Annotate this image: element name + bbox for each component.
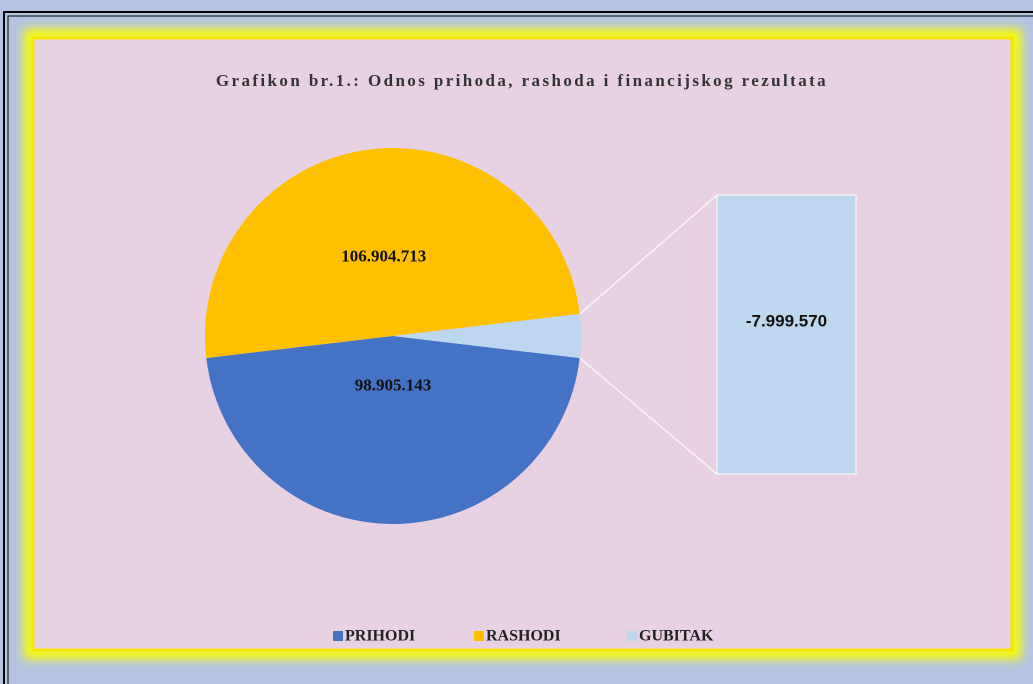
data-label: 106.904.713 [341,246,426,265]
legend-swatch [627,631,637,641]
connector [579,357,718,475]
plot: 98.905.143 106.904.713 -7.999.570 PRIHODI RA… [205,147,857,645]
legend-label: GUBITAK [639,628,714,645]
legend-label: PRIHODI [345,628,415,645]
legend-label: RASHODI [486,628,561,645]
legend-swatch [474,631,484,641]
outer-frame-inner [7,15,1033,684]
legend-swatch [333,631,343,641]
outer-frame [3,11,1033,684]
data-label: -7.999.570 [746,311,827,330]
chart-title: Grafikon br.1.: Odnos prihoda, rashoda i… [215,71,829,90]
pie-slice [393,313,581,359]
pie-slice [206,336,580,525]
pie-slice [205,147,580,359]
data-label: 98.905.143 [355,376,432,395]
glow [24,29,1021,659]
secondary-bar [716,194,857,475]
connector [579,194,718,315]
